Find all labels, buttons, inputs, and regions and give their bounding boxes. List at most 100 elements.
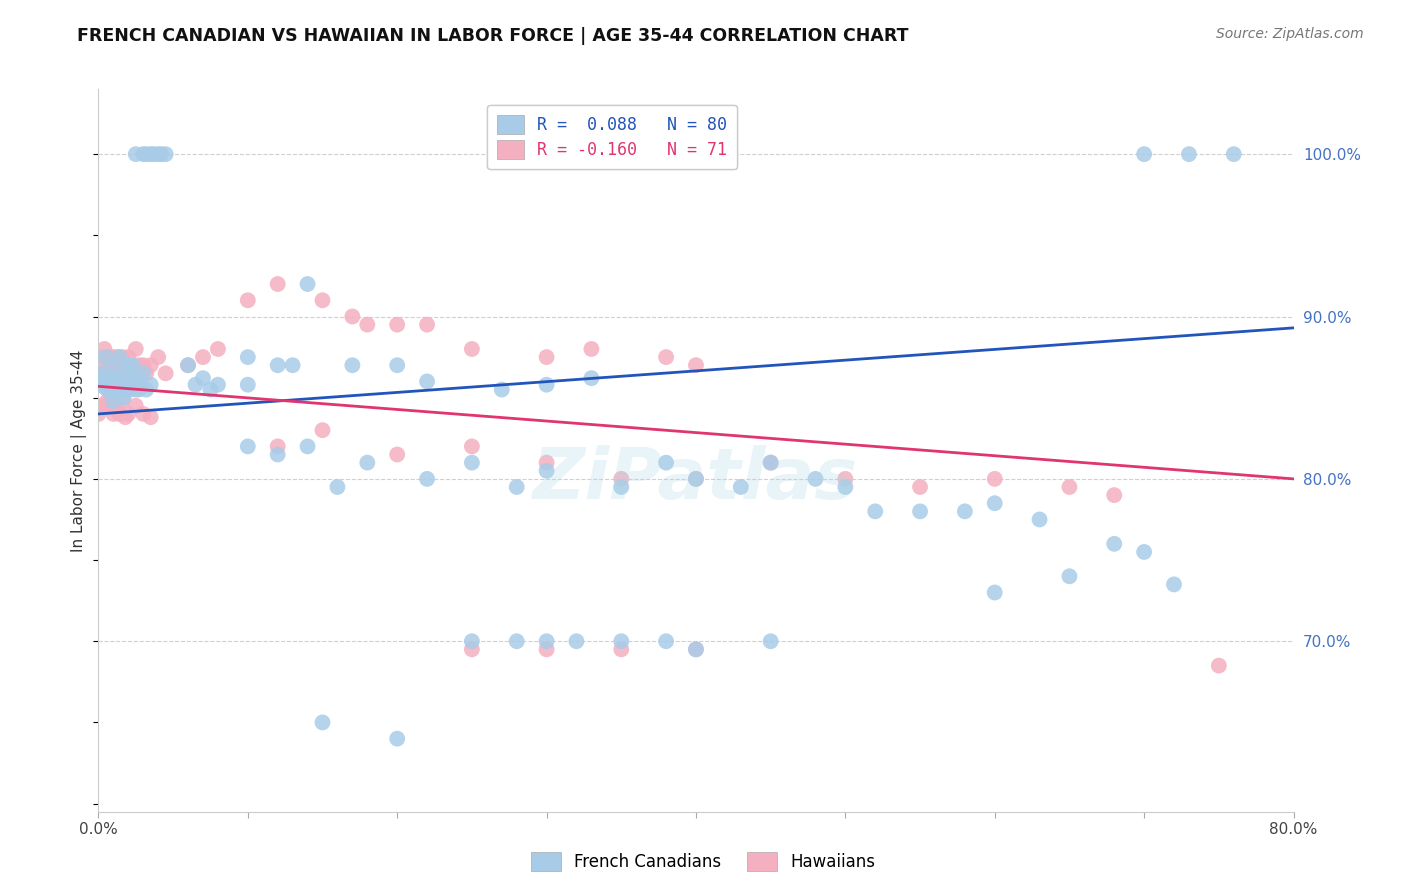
- Point: [385, 448, 409, 462]
- Point: [207, 377, 229, 392]
- Point: [103, 393, 125, 408]
- Point: [416, 318, 439, 332]
- Point: [94, 350, 117, 364]
- Point: [416, 375, 439, 389]
- Point: [536, 377, 558, 392]
- Point: [491, 383, 513, 397]
- Point: [804, 472, 827, 486]
- Point: [148, 147, 170, 161]
- Point: [101, 383, 124, 397]
- Point: [105, 371, 128, 385]
- Point: [184, 377, 207, 392]
- Point: [87, 407, 110, 421]
- Point: [108, 367, 131, 381]
- Point: [236, 350, 259, 364]
- Point: [759, 456, 782, 470]
- Point: [416, 472, 439, 486]
- Point: [610, 480, 633, 494]
- Point: [108, 407, 131, 421]
- Point: [311, 293, 333, 308]
- Point: [207, 342, 229, 356]
- Point: [984, 496, 1007, 510]
- Point: [191, 350, 214, 364]
- Point: [536, 350, 558, 364]
- Point: [93, 371, 115, 385]
- Point: [129, 377, 152, 392]
- Point: [356, 456, 378, 470]
- Point: [98, 393, 122, 408]
- Point: [135, 147, 157, 161]
- Point: [87, 350, 110, 364]
- Point: [536, 634, 558, 648]
- Point: [117, 350, 139, 364]
- Point: [94, 350, 117, 364]
- Point: [132, 367, 155, 381]
- Point: [1133, 147, 1156, 161]
- Point: [90, 399, 112, 413]
- Point: [96, 367, 118, 381]
- Point: [105, 399, 128, 413]
- Point: [759, 456, 782, 470]
- Text: FRENCH CANADIAN VS HAWAIIAN IN LABOR FORCE | AGE 35-44 CORRELATION CHART: FRENCH CANADIAN VS HAWAIIAN IN LABOR FOR…: [77, 27, 908, 45]
- Point: [506, 480, 529, 494]
- Point: [610, 642, 633, 657]
- Point: [120, 371, 142, 385]
- Point: [117, 407, 139, 421]
- Point: [267, 358, 290, 372]
- Point: [461, 634, 484, 648]
- Point: [1059, 569, 1081, 583]
- Point: [114, 358, 136, 372]
- Point: [132, 407, 155, 421]
- Point: [685, 358, 707, 372]
- Point: [342, 310, 364, 324]
- Point: [128, 358, 150, 372]
- Point: [112, 391, 135, 405]
- Point: [461, 342, 484, 356]
- Point: [96, 383, 118, 397]
- Point: [177, 358, 200, 372]
- Point: [103, 350, 125, 364]
- Point: [139, 410, 162, 425]
- Point: [93, 342, 115, 356]
- Point: [107, 383, 129, 397]
- Point: [297, 439, 319, 453]
- Point: [139, 358, 162, 372]
- Point: [236, 293, 259, 308]
- Point: [655, 456, 678, 470]
- Point: [610, 634, 633, 648]
- Point: [730, 480, 752, 494]
- Point: [97, 371, 120, 385]
- Point: [124, 377, 146, 392]
- Point: [610, 472, 633, 486]
- Point: [834, 480, 856, 494]
- Point: [98, 377, 122, 392]
- Point: [148, 350, 170, 364]
- Point: [356, 318, 378, 332]
- Point: [236, 377, 259, 392]
- Point: [297, 277, 319, 291]
- Point: [128, 383, 150, 397]
- Point: [1104, 488, 1126, 502]
- Point: [111, 393, 134, 408]
- Point: [1059, 480, 1081, 494]
- Point: [200, 383, 222, 397]
- Point: [93, 399, 115, 413]
- Point: [111, 383, 134, 397]
- Point: [191, 371, 214, 385]
- Point: [97, 358, 120, 372]
- Point: [110, 375, 132, 389]
- Point: [177, 358, 200, 372]
- Point: [105, 358, 128, 372]
- Point: [1133, 545, 1156, 559]
- Point: [125, 383, 148, 397]
- Point: [110, 358, 132, 372]
- Point: [536, 642, 558, 657]
- Point: [385, 318, 409, 332]
- Point: [155, 367, 177, 381]
- Point: [107, 350, 129, 364]
- Point: [908, 480, 931, 494]
- Point: [908, 504, 931, 518]
- Point: [108, 350, 131, 364]
- Point: [142, 147, 165, 161]
- Point: [581, 371, 603, 385]
